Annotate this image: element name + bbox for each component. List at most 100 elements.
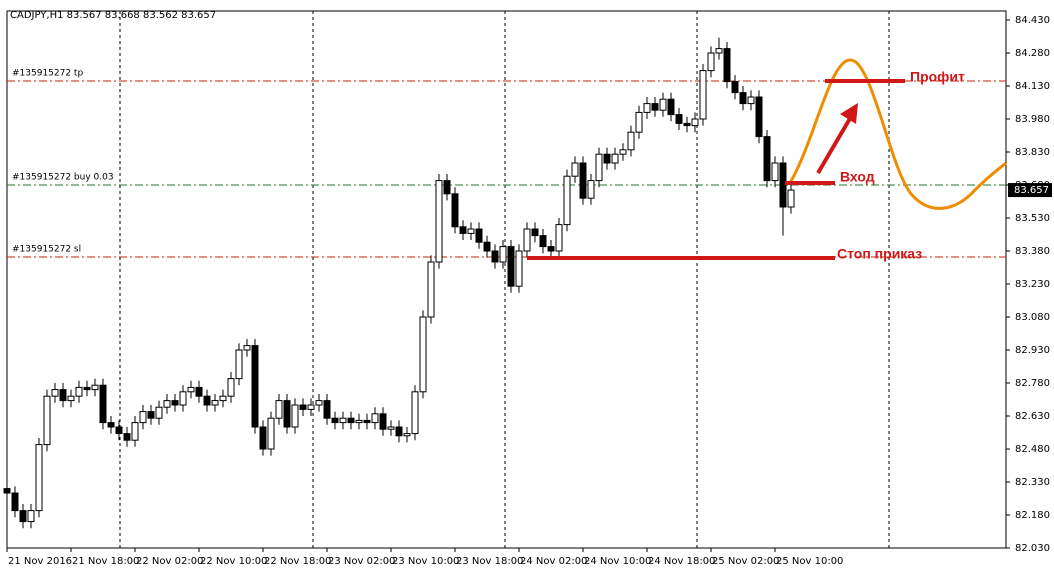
candle-body: [51, 389, 59, 397]
candle-body: [659, 98, 667, 111]
candle-body: [619, 149, 627, 155]
candle-body: [787, 189, 795, 208]
candle-body: [43, 395, 51, 446]
candle-body: [547, 246, 555, 252]
candle-body: [379, 413, 387, 430]
candle-body: [339, 417, 347, 424]
x-tick-label: 21 Nov 18:00: [72, 556, 139, 567]
candle-body: [499, 246, 507, 263]
candle-body: [107, 422, 115, 428]
candle-body: [203, 395, 211, 406]
order-label: #135915272 buy 0.03: [12, 173, 114, 183]
annotation: Вход: [840, 169, 875, 185]
x-tick-label: 22 Nov 10:00: [200, 556, 267, 567]
candle-body: [67, 395, 75, 402]
candle-body: [691, 118, 699, 127]
y-tick-label: 83.830: [1015, 147, 1050, 158]
x-tick-label: 21 Nov 2016: [8, 556, 72, 567]
candle-body: [291, 404, 299, 428]
price-tag: [1008, 183, 1052, 198]
x-tick-label: 22 Nov 18:00: [264, 556, 331, 567]
y-tick-label: 82.180: [1015, 510, 1050, 521]
candle-body: [707, 52, 715, 72]
candle-body: [243, 345, 251, 351]
y-tick-label: 83.980: [1015, 114, 1050, 125]
x-tick-label: 24 Nov 10:00: [584, 556, 651, 567]
candle-body: [715, 48, 723, 54]
candle-body: [531, 228, 539, 237]
candle-body: [11, 492, 19, 512]
candle-body: [507, 246, 515, 287]
x-tick-label: 24 Nov 02:00: [520, 556, 587, 567]
candle-body: [91, 384, 99, 391]
candle-body: [75, 386, 83, 397]
candle-body: [267, 417, 275, 450]
x-tick-label: 23 Nov 10:00: [392, 556, 459, 567]
candle-body: [483, 241, 491, 252]
candle-body: [723, 48, 731, 83]
candle-body: [755, 96, 763, 138]
candle-body: [419, 316, 427, 393]
candle-body: [235, 349, 243, 380]
candle-body: [403, 433, 411, 437]
candle-body: [283, 400, 291, 428]
y-tick-label: 83.380: [1015, 246, 1050, 257]
candle-body: [731, 81, 739, 94]
candle-body: [187, 386, 195, 393]
y-tick-label: 82.780: [1015, 378, 1050, 389]
candle-body: [539, 235, 547, 248]
candle-body: [131, 422, 139, 441]
candle-body: [587, 180, 595, 199]
candle-body: [579, 162, 587, 199]
candle-body: [19, 510, 27, 523]
y-tick-label: 83.080: [1015, 312, 1050, 323]
candle-body: [219, 395, 227, 402]
candle-body: [411, 391, 419, 435]
y-tick-label: 82.480: [1015, 444, 1050, 455]
candle-body: [211, 400, 219, 406]
candle-body: [435, 180, 443, 263]
candle-body: [27, 510, 35, 523]
x-tick-label: 24 Nov 18:00: [648, 556, 715, 567]
plot-frame: [6, 10, 1007, 549]
candle-body: [571, 162, 579, 177]
candle-body: [427, 261, 435, 318]
y-tick-label: 84.130: [1015, 81, 1050, 92]
candle-body: [323, 400, 331, 419]
x-tick-label: 25 Nov 10:00: [776, 556, 843, 567]
y-tick-label: 83.530: [1015, 213, 1050, 224]
candle-body: [35, 444, 43, 512]
candle-body: [763, 136, 771, 182]
candle-body: [195, 386, 203, 397]
candle-body: [515, 250, 523, 287]
candle-body: [627, 131, 635, 151]
price-tag-label: 83.657: [1014, 185, 1049, 196]
candle-body: [747, 96, 755, 105]
y-tick-label: 84.430: [1015, 15, 1050, 26]
candle-body: [115, 426, 123, 435]
candle-body: [467, 228, 475, 234]
arrow-shaft: [816, 113, 854, 175]
y-tick-label: 82.330: [1015, 477, 1050, 488]
candle-body: [347, 417, 355, 424]
forecast-curve: [788, 58, 1007, 210]
candle-body: [179, 391, 187, 406]
y-tick-label: 84.280: [1015, 48, 1050, 59]
candle-body: [155, 406, 163, 419]
candle-body: [683, 122, 691, 127]
chart-title: CADJPY,H1 83.567 83.668 83.562 83.657: [10, 10, 216, 21]
candle-body: [83, 386, 91, 391]
candle-body: [603, 153, 611, 164]
candle-body: [123, 433, 131, 441]
candle-body: [443, 180, 451, 195]
candle-body: [563, 175, 571, 226]
candle-body: [227, 378, 235, 397]
candle-body: [331, 417, 339, 424]
candle-body: [315, 400, 323, 406]
candle-body: [491, 250, 499, 263]
candle-body: [475, 228, 483, 243]
x-tick-label: 22 Nov 02:00: [136, 556, 203, 567]
order-label: #135915272 sl: [12, 244, 81, 254]
